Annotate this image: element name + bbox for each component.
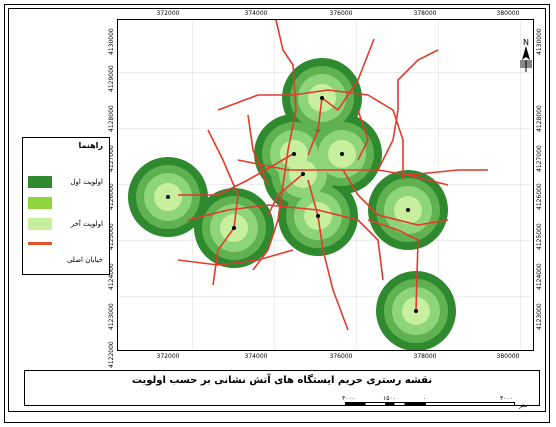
y-tick-left-2: 4129000 [108,65,115,92]
road-segment-13 [357,109,369,161]
x-tick-bottom-3: 376000 [329,353,353,360]
y-tick-left-1: 4130000 [108,28,115,55]
y-tick-right-7: 4124000 [536,263,543,290]
station-7-marker [232,226,236,230]
scale-label-2: ۱۵۰۰ [383,395,396,402]
fire-stations [166,96,418,313]
y-tick-left-3: 4128000 [108,105,115,132]
north-label: N [523,38,529,47]
x-tick-top-2: 374000 [244,10,268,17]
y-tick-right-8: 4123000 [536,303,543,330]
x-tick-bottom-4: 378000 [413,353,437,360]
legend-swatch-middle-priority [28,197,52,209]
road-segment-11 [178,153,294,196]
scale-unit: متر [519,402,528,409]
x-tick-bottom-1: 372000 [156,353,180,360]
road-segment-3 [217,89,404,180]
station-8-marker [406,208,410,212]
y-tick-right-1: 4130000 [536,28,543,55]
legend-swatch-last-priority [28,218,52,230]
station-9-marker [414,309,418,313]
y-tick-right-6: 4125000 [536,223,543,250]
x-tick-bottom-5: 380000 [496,353,520,360]
y-tick-right-4: 4127000 [536,145,543,172]
road-segment-12 [267,173,304,216]
legend-label-first-priority: اولویت اول [70,178,103,186]
map-title: نقشه رستری حریم ایستگاه های آتش نشانی بر… [131,375,433,386]
station-2-marker [292,152,296,156]
x-tick-top-4: 378000 [413,10,437,17]
main-roads [177,20,488,331]
road-segment-8 [307,179,349,331]
road-segment-10 [407,169,488,176]
map-inner-frame [8,8,546,412]
y-tick-left-8: 4123000 [108,303,115,330]
road-segment-7 [342,169,449,226]
map-title-box: نقشه رستری حریم ایستگاه های آتش نشانی بر… [24,370,540,406]
scale-label-4: ۳۰۰۰ [500,395,513,402]
scale-label-1: ۳۰۰۰ [342,395,355,402]
scale-label-3: ۰ [423,395,427,402]
road-segment-9 [377,49,439,171]
legend: راهنما اولویت اول اولویت آخر خیابان اصلی [22,137,110,275]
station-5-marker [316,214,320,218]
road-segment-15 [367,219,419,312]
x-tick-top-1: 372000 [156,10,180,17]
road-segment-6 [237,159,449,186]
road-segment-16 [177,249,294,266]
legend-label-main-road: خیابان اصلی [66,256,103,264]
road-segment-1 [252,20,297,271]
y-tick-right-5: 4126000 [536,183,543,210]
legend-swatch-main-road [28,242,52,245]
station-4-marker [301,172,305,176]
x-tick-top-3: 376000 [329,10,353,17]
map-area[interactable] [117,19,534,351]
north-arrow-icon: N [517,36,535,74]
station-6-marker [166,195,170,199]
x-tick-bottom-2: 374000 [244,353,268,360]
road-segment-14 [247,114,269,186]
legend-swatch-first-priority [28,176,52,188]
map-frame [4,4,550,423]
y-tick-right-3: 4128000 [536,105,543,132]
road-segment-2 [307,38,375,156]
station-3-marker [340,152,344,156]
x-tick-top-5: 380000 [496,10,520,17]
legend-label-last-priority: اولویت آخر [70,220,103,228]
scale-bar [345,402,425,406]
map-canvas [118,20,533,350]
y-tick-left-9: 4122000 [108,341,115,368]
road-segment-5 [187,204,384,281]
legend-title: راهنما [78,141,103,150]
station-1-marker [320,96,324,100]
scale-bar-right [425,402,515,406]
road-segment-4 [207,129,239,286]
